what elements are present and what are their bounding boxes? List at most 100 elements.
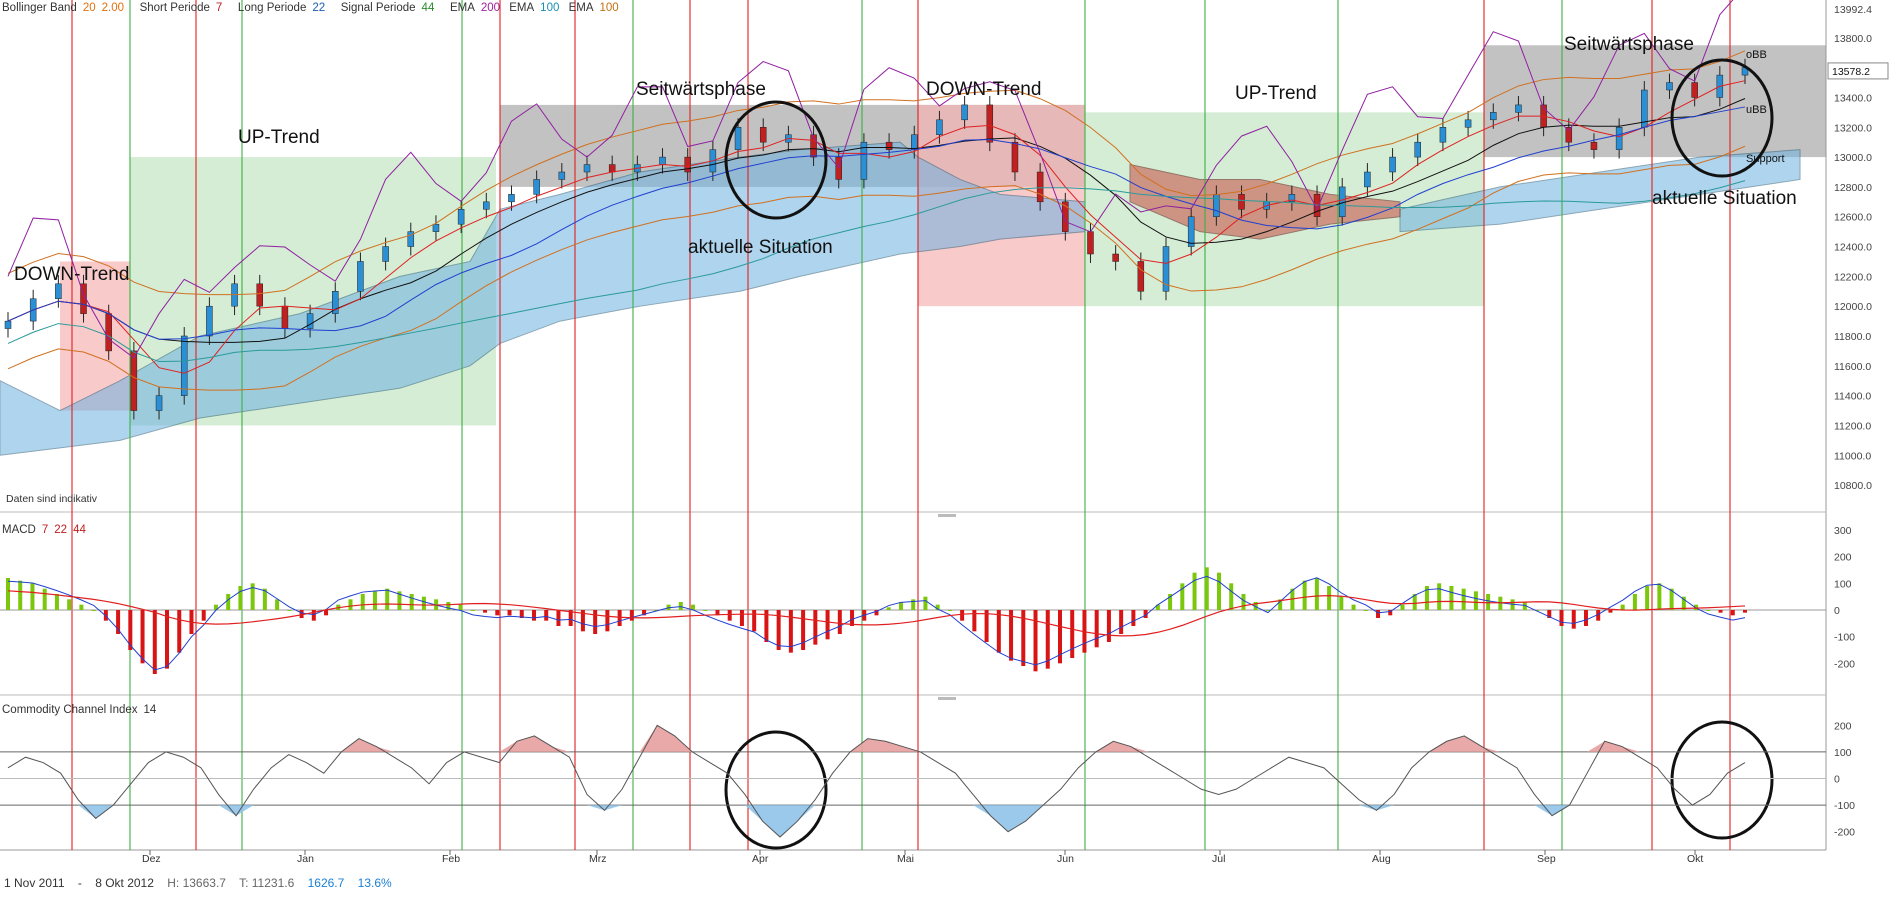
chikou-line bbox=[7, 0, 1734, 359]
candle-body bbox=[1213, 194, 1220, 217]
macd-histogram-bar bbox=[409, 594, 414, 610]
macd-histogram-bar bbox=[544, 610, 549, 621]
candle-body bbox=[4, 320, 12, 329]
macd-histogram-bar bbox=[776, 610, 781, 650]
macd-histogram-bar bbox=[1424, 586, 1429, 610]
macd-histogram-bar bbox=[54, 594, 59, 610]
macd-histogram-bar bbox=[642, 610, 647, 616]
bb-period: 20 bbox=[82, 2, 96, 14]
macd-histogram-bar bbox=[1596, 610, 1601, 621]
macd-histogram-bar bbox=[348, 599, 353, 610]
macd-histogram-bar bbox=[519, 610, 524, 618]
chart-annotation: aktuelle Situation bbox=[688, 237, 833, 258]
macd-histogram-bar bbox=[752, 610, 757, 632]
long-label: Long Periode bbox=[237, 2, 307, 14]
candle-body bbox=[533, 179, 540, 195]
candle-body bbox=[180, 335, 188, 396]
x-axis-tick: Sep bbox=[1537, 853, 1556, 865]
macd-histogram-bar bbox=[372, 591, 377, 610]
macd-histogram-bar bbox=[850, 610, 855, 626]
candle-body bbox=[332, 291, 339, 314]
macd-histogram-bar bbox=[1437, 583, 1442, 610]
candle-body bbox=[1162, 246, 1170, 292]
bb-label: Bollinger Band bbox=[2, 2, 77, 14]
macd-histogram-bar bbox=[30, 583, 35, 610]
macd-histogram-bar bbox=[140, 610, 145, 664]
candle-body bbox=[1666, 82, 1673, 91]
macd-histogram-bar bbox=[801, 610, 806, 650]
macd-histogram-bar bbox=[1057, 610, 1062, 664]
price-axis-tick: 13800.0 bbox=[1834, 33, 1872, 45]
panel-grip bbox=[938, 697, 956, 700]
candle-body bbox=[105, 313, 112, 352]
chart-annotation: Seitwärtsphase bbox=[636, 79, 766, 100]
macd-p1: 7 bbox=[41, 524, 49, 536]
macd-histogram-bar bbox=[1241, 594, 1246, 610]
footer-dash: - bbox=[77, 876, 82, 890]
candle-body bbox=[432, 223, 440, 232]
candle-body bbox=[281, 305, 289, 329]
macd-histogram-bar bbox=[1070, 610, 1075, 658]
candle-body bbox=[583, 164, 591, 173]
macd-histogram-bar bbox=[1706, 610, 1711, 611]
macd-histogram-bar bbox=[1045, 610, 1050, 669]
macd-histogram-bar bbox=[605, 610, 610, 632]
macd-histogram-bar bbox=[1522, 602, 1527, 610]
macd-histogram-bar bbox=[1535, 610, 1540, 611]
macd-p3: 44 bbox=[73, 524, 86, 536]
footer-low: T: 11231.6 bbox=[239, 876, 295, 890]
macd-histogram-bar bbox=[898, 602, 903, 610]
footer-change-abs: 1626.7 bbox=[307, 876, 345, 890]
candle-body bbox=[1011, 141, 1019, 173]
candle-body bbox=[1515, 104, 1522, 113]
macd-histogram-bar bbox=[1473, 591, 1478, 610]
macd-histogram-bar bbox=[1363, 610, 1368, 611]
highlight-circle bbox=[724, 100, 828, 220]
macd-histogram-bar bbox=[421, 596, 426, 610]
candle-body bbox=[1036, 171, 1044, 203]
cci-overbought-fill bbox=[8, 725, 1745, 752]
candle-body bbox=[457, 209, 465, 225]
macd-histogram-bar bbox=[1327, 586, 1332, 610]
cci-axis-tick: 200 bbox=[1834, 720, 1852, 732]
macd-histogram-bar bbox=[788, 610, 793, 653]
bb-dev: 2.00 bbox=[101, 2, 124, 14]
cci-axis-tick: 0 bbox=[1834, 774, 1840, 786]
ema1-val: 200 bbox=[480, 2, 501, 14]
macd-histogram-bar bbox=[1669, 588, 1674, 610]
macd-histogram-bar bbox=[507, 610, 512, 616]
x-axis-tick: Mrz bbox=[589, 853, 607, 865]
candle-body bbox=[1464, 119, 1472, 128]
macd-histogram-bar bbox=[1694, 604, 1699, 610]
candle-body bbox=[1414, 141, 1421, 158]
chart-annotation: uBB bbox=[1746, 104, 1767, 116]
data-notice: Daten sind indikativ bbox=[6, 493, 98, 505]
macd-axis-tick: -100 bbox=[1834, 632, 1855, 644]
macd-histogram-bar bbox=[568, 610, 573, 626]
macd-histogram-bar bbox=[1681, 596, 1686, 610]
macd-histogram-bar bbox=[1461, 588, 1466, 610]
last-price-tag bbox=[1827, 62, 1889, 80]
x-axis-tick: Feb bbox=[442, 853, 460, 865]
candle-body bbox=[1364, 171, 1371, 188]
macd-histogram-bar bbox=[1180, 583, 1185, 610]
macd-histogram-bar bbox=[1583, 610, 1588, 626]
macd-histogram-bar bbox=[764, 610, 769, 642]
macd-histogram-bar bbox=[1559, 610, 1564, 626]
candle-body bbox=[55, 283, 62, 299]
macd-histogram-bar bbox=[703, 610, 708, 611]
price-axis-tick: 11600.0 bbox=[1834, 361, 1871, 373]
macd-histogram-bar bbox=[739, 610, 744, 626]
x-axis-tick: Okt bbox=[1687, 853, 1703, 865]
chart-annotation: UP-Trend bbox=[238, 127, 320, 148]
macd-histogram-bar bbox=[1645, 586, 1650, 610]
macd-histogram-bar bbox=[911, 599, 916, 610]
candle-body bbox=[684, 156, 691, 173]
candle-body bbox=[961, 104, 968, 121]
macd-histogram-bar bbox=[1547, 610, 1552, 618]
x-axis-tick: Jan bbox=[297, 853, 314, 865]
macd-line bbox=[7, 575, 1746, 671]
macd-histogram-bar bbox=[262, 588, 267, 610]
candle-body bbox=[407, 231, 415, 247]
trend-zone bbox=[1484, 45, 1826, 158]
